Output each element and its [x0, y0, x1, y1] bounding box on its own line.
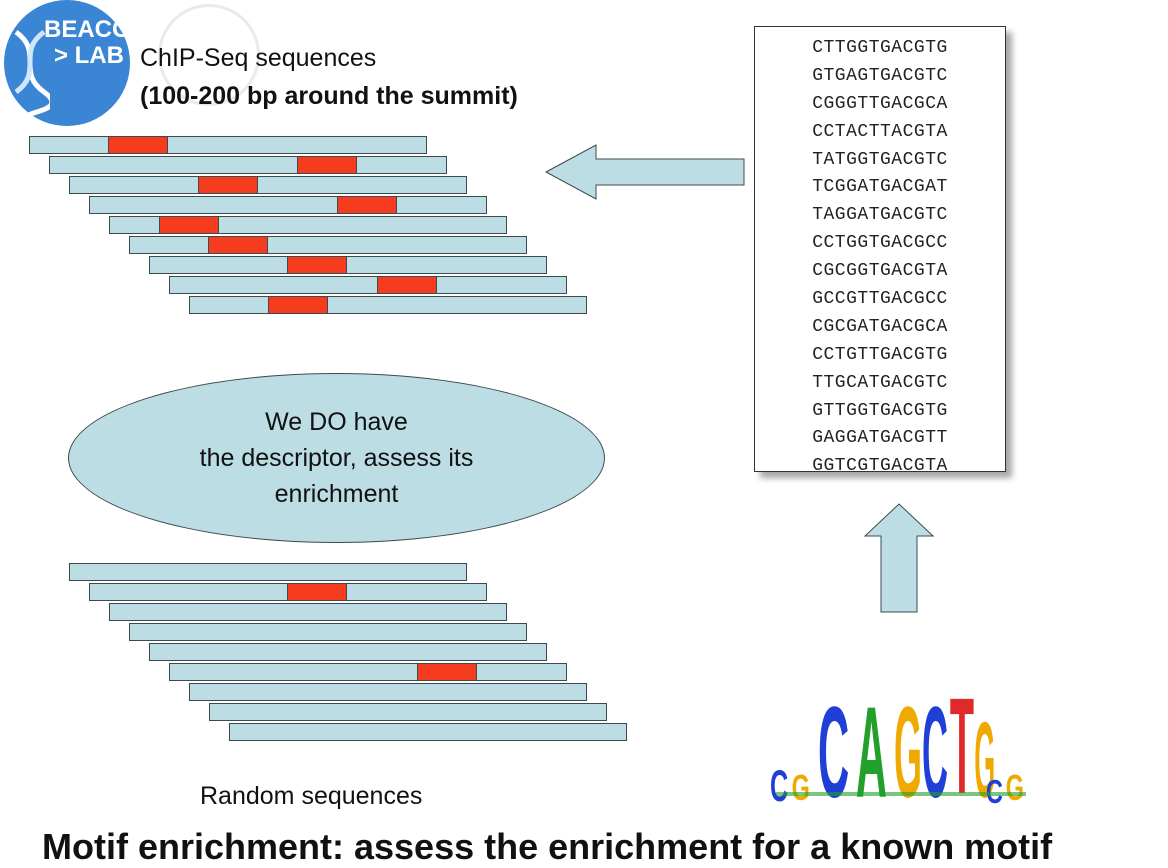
ellipse-line-1: We DO have [265, 408, 408, 436]
ellipse-text: We DO have the descriptor, assess its en… [200, 404, 474, 512]
motif-hit [287, 583, 347, 601]
sequence-item: GTTGGTGACGTG [812, 400, 948, 421]
sequence-item: CTTGGTGACGTG [812, 38, 948, 58]
svg-text:A: A [856, 681, 887, 806]
motif-hit [377, 276, 437, 294]
random-sequence-bar [129, 623, 527, 641]
random-sequences-label: Random sequences [200, 782, 423, 810]
random-sequence-bar [89, 583, 487, 601]
sequence-item: GAGGATGACGTT [812, 428, 948, 449]
motif-hit [297, 156, 357, 174]
sequence-item: CCTGTTGACGTG [812, 344, 948, 365]
logo-text-lab: > LAB [54, 42, 125, 69]
svg-text:C: C [922, 681, 948, 806]
random-sequence-bar [189, 683, 587, 701]
chipseq-sequence-bar [109, 216, 507, 234]
sequence-item: GTGAGTGACGTC [812, 65, 948, 86]
chipseq-title: ChIP-Seq sequences [140, 44, 377, 72]
random-sequence-bar [109, 603, 507, 621]
chipseq-sequence-bar [129, 236, 527, 254]
logo-text-beacon: BEACON [44, 16, 149, 43]
svg-text:G: G [894, 681, 922, 806]
descriptor-ellipse: We DO have the descriptor, assess its en… [68, 373, 605, 543]
motif-hit [268, 296, 328, 314]
university-seal [158, 4, 260, 106]
motif-hit [208, 236, 268, 254]
logo-circle [4, 0, 130, 126]
svg-text:G: G [792, 768, 810, 806]
svg-text:C: C [818, 681, 849, 806]
sequence-item: TCGGATGACGAT [812, 177, 948, 198]
svg-text:C: C [770, 760, 788, 806]
sequence-item: CCTGGTGACGCC [812, 233, 948, 254]
sequence-item: CGCGATGACGCA [812, 316, 948, 337]
chipseq-sequence-bar [169, 276, 567, 294]
svg-text:T: T [950, 671, 974, 806]
motif-hit [287, 256, 347, 274]
random-sequence-bar [69, 563, 467, 581]
chipseq-sequence-bar [149, 256, 547, 274]
dna-helix-icon [14, 29, 50, 120]
slide-title: Motif enrichment: assess the enrichment … [42, 826, 1053, 867]
sequence-item: CGGGTTGACGCA [812, 93, 948, 114]
random-sequence-bar [229, 723, 627, 741]
up-arrow-icon [863, 503, 935, 613]
sequence-item: TAGGATGACGTC [812, 205, 948, 226]
aligned-sequences-box: CTTGGTGACGTG GTGAGTGACGTC CGGGTTGACGCA CCTA… [754, 26, 1006, 472]
left-arrow-icon [544, 144, 745, 200]
motif-hit [159, 216, 219, 234]
random-sequence-bar [209, 703, 607, 721]
ellipse-line-2: the descriptor, assess its [199, 444, 474, 472]
motif-hit [108, 136, 168, 154]
chipseq-subtitle: (100-200 bp around the summit) [140, 82, 518, 110]
chipseq-sequence-bar [189, 296, 587, 314]
svg-text:G: G [974, 699, 995, 806]
chipseq-sequence-bar [29, 136, 427, 154]
sequence-list: CTTGGTGACGTG GTGAGTGACGTC CGGGTTGACGCA CCTA… [755, 27, 1005, 472]
chipseq-sequence-bar [69, 176, 467, 194]
random-sequence-bar [149, 643, 547, 661]
sequence-item: CCTACTTACGTA [812, 121, 948, 142]
motif-hit [337, 196, 397, 214]
chipseq-sequence-bar [49, 156, 447, 174]
svg-text:C: C [986, 774, 1003, 806]
ellipse-line-3: enrichment [274, 480, 399, 508]
random-sequence-bar [169, 663, 567, 681]
sequence-item: CGCGGTGACGTA [812, 261, 948, 282]
beacon-lab-logo: BEACON > LAB [4, 0, 154, 128]
sequence-item: TTGCATGACGTC [812, 372, 948, 393]
svg-text:G: G [1006, 768, 1024, 806]
motif-hit [198, 176, 258, 194]
sequence-item: TATGGTGACGTC [812, 149, 948, 170]
sequence-logo-image: C G C A G C T G C G [770, 671, 1026, 806]
chipseq-sequence-bar [89, 196, 487, 214]
sequence-item: GGTCGTGACGTA [812, 456, 948, 472]
motif-hit [417, 663, 477, 681]
sequence-item: GCCGTTGACGCC [812, 289, 948, 310]
